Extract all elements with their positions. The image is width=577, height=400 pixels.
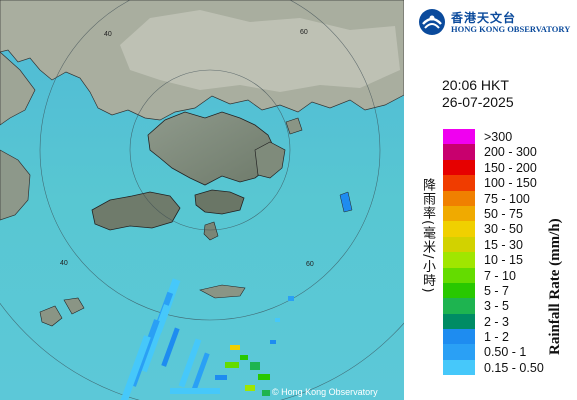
observatory-logo-icon (419, 9, 445, 35)
legend-title-english: Rainfall Rate (mm/h) (547, 218, 563, 355)
legend-label: 1 - 2 (484, 330, 510, 345)
lamma-island (203, 221, 219, 241)
hong-kong-island (194, 189, 245, 215)
observation-time: 20:06 HKT (442, 77, 509, 93)
southern-islands (199, 284, 246, 299)
legend-swatch (443, 221, 475, 237)
legend-swatch (443, 129, 475, 145)
range-label-2: 60 (300, 29, 308, 36)
legend-swatch (443, 205, 475, 222)
legend-swatch (443, 175, 475, 191)
legend-label: 15 - 30 (484, 237, 523, 252)
legend-label: 2 - 3 (484, 314, 510, 329)
legend-label: 10 - 15 (484, 253, 523, 268)
legend-swatch (443, 344, 475, 360)
legend-label: 50 - 75 (484, 206, 523, 221)
radar-map: 40 60 40 60 © Hong Kong Observatory (0, 0, 404, 400)
western-peninsula (0, 149, 31, 221)
sai-kung-peninsula (254, 141, 286, 179)
mainland-hills (120, 10, 400, 92)
legend-swatch (443, 190, 475, 206)
island-1 (39, 305, 63, 327)
legend-swatch (443, 313, 475, 330)
legend-swatch (443, 298, 475, 314)
legend-label: 150 - 200 (484, 160, 537, 175)
legend-label: 0.50 - 1 (484, 345, 527, 360)
legend-label: 7 - 10 (484, 268, 516, 283)
range-label-4: 60 (306, 261, 314, 268)
logo-chinese-name: 香港天文台 (451, 11, 517, 25)
legend-label: 100 - 150 (484, 176, 537, 191)
legend-panel: 香港天文台 HONG KONG OBSERVATORY 20:06 HKT 26… (404, 0, 577, 400)
legend-label: 30 - 50 (484, 222, 523, 237)
range-rings (0, 0, 404, 400)
legend-label: 0.15 - 0.50 (484, 360, 544, 375)
legend-swatch (443, 252, 475, 268)
observatory-logo: 香港天文台 HONG KONG OBSERVATORY (418, 6, 573, 36)
legend-swatch (443, 282, 475, 299)
legend-swatch (443, 267, 475, 283)
island-3 (285, 117, 303, 135)
copyright-text: © Hong Kong Observatory (272, 387, 378, 397)
legend-label: 5 - 7 (484, 283, 510, 298)
rain-echoes (120, 278, 294, 400)
observation-date: 26-07-2025 (442, 94, 514, 110)
legend-swatch (443, 329, 475, 345)
pearl-river-west-shore (0, 51, 36, 126)
legend-swatch (443, 236, 475, 253)
legend-title-chinese: 降雨率(毫米/小時) (420, 178, 435, 294)
legend-label: >300 (484, 130, 513, 144)
range-label-3: 40 (104, 31, 112, 38)
logo-english-name: HONG KONG OBSERVATORY (451, 24, 571, 34)
legend-swatch (443, 359, 475, 376)
legend-label: 75 - 100 (484, 191, 530, 206)
legend-label: 3 - 5 (484, 299, 510, 314)
range-label-1: 40 (60, 260, 68, 267)
legend-swatch (443, 159, 475, 176)
island-4 (339, 191, 353, 213)
legend-label: 200 - 300 (484, 145, 537, 160)
island-2 (63, 297, 85, 315)
lantau-island (91, 191, 181, 231)
legend-swatch (443, 144, 475, 160)
